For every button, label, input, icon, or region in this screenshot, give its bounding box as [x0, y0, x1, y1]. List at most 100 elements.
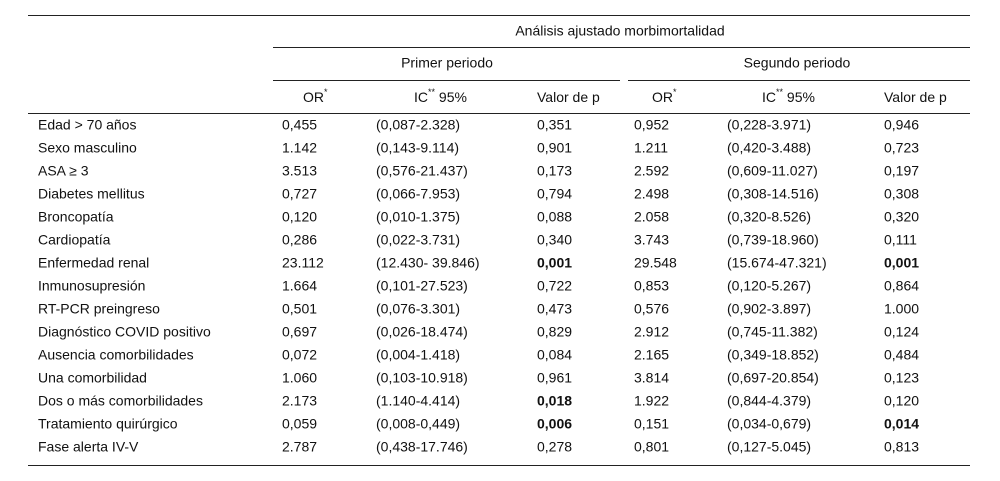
- cell: (0,745-11.382): [727, 324, 818, 340]
- cell: 2.498: [634, 186, 669, 202]
- cell: 0,278: [537, 439, 572, 455]
- cell: 0,952: [634, 117, 669, 133]
- cell: 0,001: [537, 255, 572, 271]
- header-text: IC: [414, 89, 428, 105]
- cell: (0,228-3.971): [727, 117, 811, 133]
- cell: 0,286: [282, 232, 317, 248]
- cell: 0,961: [537, 370, 572, 386]
- cell: (0,420-3.488): [727, 140, 811, 156]
- cell: 2.787: [282, 439, 317, 455]
- cell: 0,018: [537, 393, 572, 409]
- header-text: Valor de p: [537, 89, 600, 105]
- header-text: 95%: [783, 89, 815, 105]
- cell: (0,066-7.953): [376, 186, 460, 202]
- cell: (0,087-2.328): [376, 117, 460, 133]
- cell: (0,034-0,679): [727, 416, 811, 432]
- cell: 0,697: [282, 324, 317, 340]
- cell: 3.513: [282, 163, 317, 179]
- cell: 0,576: [634, 301, 669, 317]
- cell: 0,088: [537, 209, 572, 225]
- cell: 0,124: [884, 324, 919, 340]
- cell: (0,349-18.852): [727, 347, 819, 363]
- cell: 2.165: [634, 347, 669, 363]
- row-label: Ausencia comorbilidades: [38, 347, 194, 363]
- cell: 0,014: [884, 416, 919, 432]
- cell: (0,320-8.526): [727, 209, 811, 225]
- row-label: Fase alerta IV-V: [38, 439, 139, 455]
- row-label: Diagnóstico COVID positivo: [38, 324, 211, 340]
- cell: (0,004-1.418): [376, 347, 460, 363]
- cell: 29.548: [634, 255, 677, 271]
- cell: (0,120-5.267): [727, 278, 811, 294]
- header-text: IC: [762, 89, 776, 105]
- cell: 0,801: [634, 439, 669, 455]
- cell: 0,340: [537, 232, 572, 248]
- cell: 1.000: [884, 301, 919, 317]
- cell: 0,351: [537, 117, 572, 133]
- cell: 23.112: [282, 255, 324, 271]
- row-label: Enfermedad renal: [38, 255, 149, 271]
- cell: (0,010-1.375): [376, 209, 460, 225]
- row-label: Una comorbilidad: [38, 370, 147, 386]
- cell: 0,001: [884, 255, 919, 271]
- cell: (12.430- 39.846): [376, 255, 480, 271]
- row-label: Diabetes mellitus: [38, 186, 145, 202]
- cell: 0,501: [282, 301, 317, 317]
- header-text: OR: [303, 89, 324, 105]
- cell: 0,484: [884, 347, 919, 363]
- cell: 0,901: [537, 140, 572, 156]
- cell: (0,609-11.027): [727, 163, 818, 179]
- cell: 0,084: [537, 347, 572, 363]
- cell: (0,026-18.474): [376, 324, 468, 340]
- cell: 0,111: [884, 232, 917, 248]
- row-label: ASA ≥ 3: [38, 163, 89, 179]
- column-header: IC** 95%: [414, 87, 467, 104]
- header-sup: *: [673, 87, 677, 97]
- cell: 0,059: [282, 416, 317, 432]
- cell: 1.664: [282, 278, 317, 294]
- group-header: Segundo periodo: [744, 55, 851, 71]
- cell: 0,006: [537, 416, 572, 432]
- cell: 0,853: [634, 278, 669, 294]
- row-label: Tratamiento quirúrgico: [38, 416, 178, 432]
- row-label: RT-PCR preingreso: [38, 301, 160, 317]
- cell: 0,197: [884, 163, 919, 179]
- cell: 0,864: [884, 278, 919, 294]
- header-text: OR: [652, 89, 673, 105]
- table-title: Análisis ajustado morbimortalidad: [515, 23, 724, 39]
- column-header: OR*: [303, 87, 328, 104]
- cell: 0,308: [884, 186, 919, 202]
- cell: (0,076-3.301): [376, 301, 460, 317]
- cell: 0,723: [884, 140, 919, 156]
- cell: (0,127-5.045): [727, 439, 811, 455]
- cell: 3.743: [634, 232, 669, 248]
- cell: 1.060: [282, 370, 317, 386]
- cell: (0,438-17.746): [376, 439, 468, 455]
- cell: (0,576-21.437): [376, 163, 468, 179]
- cell: (0,103-10.918): [376, 370, 468, 386]
- row-label: Inmunosupresión: [38, 278, 145, 294]
- cell: 0,722: [537, 278, 572, 294]
- cell: 1.922: [634, 393, 669, 409]
- cell: (0,022-3.731): [376, 232, 460, 248]
- row-label: Broncopatía: [38, 209, 114, 225]
- cell: (0,902-3.897): [727, 301, 811, 317]
- cell: 1.142: [282, 140, 317, 156]
- cell: 0,120: [884, 393, 919, 409]
- column-header: OR*: [652, 87, 677, 104]
- cell: 0,455: [282, 117, 317, 133]
- cell: (0,101-27.523): [376, 278, 468, 294]
- cell: 0,727: [282, 186, 317, 202]
- cell: 0,173: [537, 163, 572, 179]
- cell: (0,844-4.379): [727, 393, 811, 409]
- cell: 1.211: [634, 140, 668, 156]
- header-sup: *: [324, 87, 328, 97]
- cell: 0,120: [282, 209, 317, 225]
- header-text: 95%: [435, 89, 467, 105]
- cell: (0,008-0,449): [376, 416, 460, 432]
- cell: (0,308-14.516): [727, 186, 819, 202]
- cell: (0,143-9.114): [376, 140, 459, 156]
- row-label: Cardiopatía: [38, 232, 111, 248]
- cell: 0,813: [884, 439, 919, 455]
